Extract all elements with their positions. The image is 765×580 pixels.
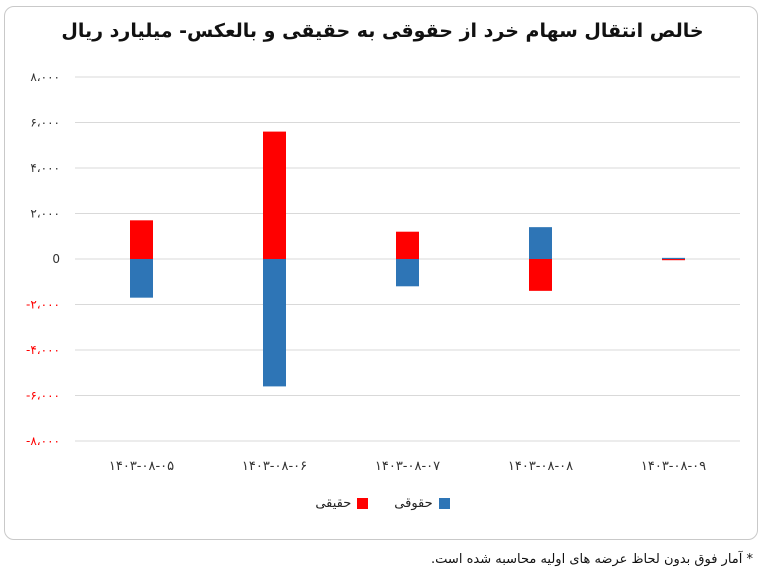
x-tick-label-4: ۱۴۰۳-۰۸-۰۹ — [641, 459, 706, 474]
x-tick-label-1: ۱۴۰۳-۰۸-۰۶ — [242, 459, 307, 474]
bar-hoghooghi-4 — [662, 257, 685, 260]
bar-haghighi-1 — [263, 131, 286, 259]
x-tick-label-2: ۱۴۰۳-۰۸-۰۷ — [375, 459, 440, 474]
y-tick-label-1: ۶،۰۰۰ — [30, 116, 60, 130]
chart-title: خالص انتقال سهام خرد از حقوقی به حقیقی و… — [61, 20, 704, 42]
legend-item-haghighi: حقیقی — [315, 496, 369, 511]
chart-card — [4, 6, 758, 540]
legend-label-haghighi: حقیقی — [315, 496, 352, 511]
legend-label-hoghooghi: حقوقی — [394, 496, 433, 511]
y-tick-label-6: -۴،۰۰۰ — [26, 343, 60, 357]
legend-item-hoghooghi: حقوقی — [394, 496, 450, 511]
legend-swatch-haghighi — [357, 498, 369, 509]
bar-hoghooghi-0 — [130, 259, 153, 298]
bar-haghighi-4 — [662, 259, 685, 261]
footnote: * آمار فوق بدون لحاظ عرضه های اولیه محاس… — [431, 552, 753, 567]
y-tick-label-7: -۶،۰۰۰ — [26, 389, 60, 403]
y-tick-label-4: 0 — [52, 252, 60, 266]
y-tick-label-0: ۸،۰۰۰ — [30, 70, 60, 84]
bar-haghighi-2 — [396, 231, 419, 259]
bar-hoghooghi-3 — [529, 227, 552, 259]
bar-hoghooghi-1 — [263, 259, 286, 387]
legend-swatch-hoghooghi — [438, 498, 450, 509]
y-tick-label-2: ۴،۰۰۰ — [30, 161, 60, 175]
y-tick-label-3: ۲،۰۰۰ — [30, 207, 60, 221]
chart-legend: حقیقی حقوقی — [0, 496, 765, 511]
bar-hoghooghi-2 — [396, 259, 419, 287]
y-tick-label-5: -۲،۰۰۰ — [26, 298, 60, 312]
x-tick-label-3: ۱۴۰۳-۰۸-۰۸ — [508, 459, 573, 474]
x-tick-label-0: ۱۴۰۳-۰۸-۰۵ — [109, 459, 174, 474]
y-tick-label-8: -۸،۰۰۰ — [26, 434, 60, 448]
bar-haghighi-0 — [130, 220, 153, 259]
bar-haghighi-3 — [529, 259, 552, 291]
